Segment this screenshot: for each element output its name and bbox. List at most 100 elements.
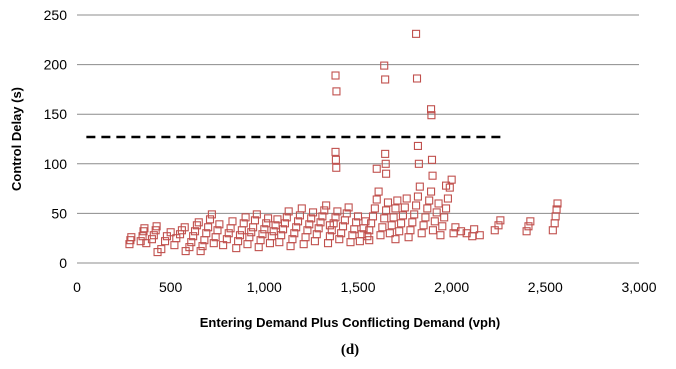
- data-point: [391, 235, 400, 244]
- data-point: [374, 187, 383, 196]
- data-point: [385, 229, 394, 238]
- data-point: [187, 238, 196, 247]
- data-point: [308, 208, 318, 217]
- data-point: [372, 195, 381, 204]
- data-point: [361, 217, 370, 226]
- data-point: [292, 223, 301, 232]
- data-point: [209, 239, 218, 248]
- data-point: [222, 235, 231, 244]
- data-point: [524, 222, 533, 231]
- data-point: [372, 164, 381, 173]
- x-tick-label: 1,000: [247, 279, 282, 295]
- y-tick-label: 200: [44, 57, 68, 73]
- data-point: [344, 203, 353, 212]
- data-point: [237, 226, 246, 235]
- data-point: [316, 218, 325, 227]
- data-point: [346, 238, 355, 247]
- data-point: [423, 204, 432, 213]
- data-point: [425, 196, 434, 205]
- data-point: [526, 217, 535, 226]
- data-point: [352, 218, 361, 227]
- data-point: [552, 205, 561, 214]
- data-point: [252, 210, 261, 219]
- data-point: [157, 245, 166, 254]
- data-point: [166, 228, 175, 237]
- data-point: [395, 227, 404, 236]
- data-point: [333, 207, 342, 216]
- data-point: [522, 227, 531, 236]
- data-point: [342, 209, 351, 218]
- y-tick-label: 50: [51, 205, 67, 221]
- data-point: [202, 229, 211, 238]
- data-point: [332, 163, 341, 172]
- data-point: [140, 224, 149, 233]
- data-point: [348, 231, 357, 240]
- data-point: [247, 228, 256, 237]
- data-point: [228, 217, 237, 226]
- data-point: [267, 232, 276, 241]
- data-point: [331, 155, 340, 164]
- data-point: [331, 71, 340, 80]
- data-point: [301, 233, 310, 242]
- data-point: [232, 244, 241, 253]
- data-point: [279, 225, 288, 234]
- data-point: [323, 239, 333, 248]
- data-point: [380, 214, 389, 223]
- data-point: [397, 219, 406, 228]
- data-point: [404, 233, 413, 242]
- data-point: [413, 192, 422, 201]
- x-axis-title: Entering Demand Plus Conflicting Demand …: [200, 315, 500, 330]
- y-tick-label: 150: [44, 106, 68, 122]
- data-point: [355, 237, 364, 246]
- panel-label: (d): [341, 342, 359, 358]
- data-point: [290, 229, 299, 238]
- data-point: [494, 221, 503, 230]
- y-tick-label: 100: [44, 156, 68, 172]
- data-point: [381, 75, 390, 84]
- data-point: [428, 226, 437, 235]
- data-point: [381, 159, 390, 168]
- data-point: [294, 217, 303, 226]
- data-point: [189, 232, 198, 241]
- data-point: [381, 149, 390, 158]
- data-point: [441, 204, 451, 213]
- data-point: [398, 211, 408, 220]
- data-point: [551, 212, 560, 221]
- data-point: [428, 171, 437, 180]
- data-point: [310, 237, 319, 246]
- data-point: [408, 218, 417, 227]
- data-point: [262, 219, 271, 228]
- data-point: [320, 206, 329, 215]
- data-point: [550, 219, 559, 228]
- data-point: [391, 204, 400, 213]
- data-point: [264, 214, 273, 223]
- data-point: [318, 212, 327, 221]
- data-point: [427, 187, 436, 196]
- data-point: [234, 237, 243, 246]
- gridlines: [77, 14, 639, 214]
- data-point: [413, 141, 422, 150]
- data-point: [438, 222, 447, 231]
- data-point: [553, 199, 562, 208]
- data-point: [224, 229, 233, 238]
- data-point: [421, 213, 430, 222]
- data-point: [387, 221, 396, 230]
- data-point: [412, 201, 421, 210]
- data-point: [368, 212, 378, 221]
- data-point: [332, 87, 341, 96]
- data-point: [226, 224, 235, 233]
- data-point: [496, 216, 505, 225]
- data-point: [427, 111, 436, 120]
- data-point: [378, 223, 387, 232]
- data-point: [412, 74, 422, 83]
- data-points: [125, 29, 562, 257]
- x-tick-label: 2,000: [434, 279, 469, 295]
- data-point: [430, 217, 439, 226]
- data-point: [170, 241, 179, 250]
- data-point: [400, 203, 409, 212]
- data-point: [286, 242, 295, 251]
- data-point: [127, 233, 136, 242]
- data-point: [314, 224, 323, 233]
